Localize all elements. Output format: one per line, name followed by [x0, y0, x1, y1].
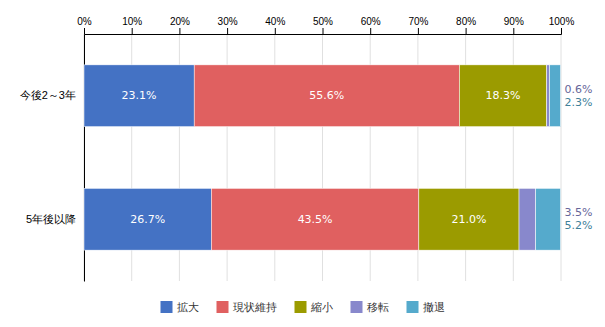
chart: 0% 10% 20% 30% 40% 50% 60% 70% 80% 90% 100% 今後2～3年 5… — [0, 0, 605, 327]
y-axis: 今後2～3年 5年後以降 — [20, 35, 85, 282]
grid — [84, 34, 561, 281]
bar — [84, 65, 194, 127]
legend-item: 撤退 — [407, 301, 445, 314]
x-tick: 40% — [265, 16, 285, 34]
bar — [536, 188, 561, 250]
y-tick-label: 5年後以降 — [26, 213, 76, 225]
data-label: 26.7% — [130, 213, 165, 226]
y-tick: 5年後以降 — [26, 213, 84, 225]
x-tick: 90% — [504, 16, 524, 34]
bar — [519, 188, 536, 250]
y-tick: 今後2～3年 — [20, 89, 84, 101]
legend-item: 縮小 — [295, 301, 333, 314]
data-label: 18.3% — [486, 89, 521, 102]
series — [419, 65, 547, 250]
series — [84, 65, 211, 250]
x-tick-mark — [227, 28, 228, 34]
legend-swatch — [217, 301, 229, 313]
x-tick-label: 80% — [456, 16, 476, 27]
bars — [84, 65, 561, 250]
bar — [459, 65, 546, 127]
x-tick-mark — [84, 28, 85, 34]
legend-swatch — [351, 301, 363, 313]
x-tick: 80% — [456, 16, 476, 34]
legend-swatch — [295, 301, 307, 313]
data-label: 0.6% — [565, 83, 593, 96]
x-tick: 30% — [218, 16, 238, 34]
x-tick-mark — [323, 28, 324, 34]
legend-item: 移転 — [351, 301, 389, 314]
legend: 拡大 現状維持 縮小 移転 撤退 — [161, 301, 445, 314]
data-label: 55.6% — [309, 89, 344, 102]
data-label: 43.5% — [298, 213, 333, 226]
x-tick-label: 10% — [122, 16, 142, 27]
x-tick: 10% — [122, 16, 142, 34]
legend-item: 現状維持 — [217, 301, 277, 314]
bar — [550, 65, 561, 127]
x-tick-mark — [418, 28, 419, 34]
x-tick: 0% — [77, 16, 92, 34]
x-tick-label: 0% — [77, 16, 92, 27]
bar — [419, 188, 519, 250]
plot: 0% 10% 20% 30% 40% 50% 60% 70% 80% 90% 100% 今後2～3年 5… — [20, 16, 593, 282]
x-tick-mark — [132, 28, 133, 34]
bar — [194, 65, 459, 127]
legend-label: 撤退 — [423, 301, 445, 314]
bar — [84, 188, 211, 250]
x-tick-label: 30% — [218, 16, 238, 27]
x-tick-label: 70% — [408, 16, 428, 27]
bar — [547, 65, 550, 127]
x-tick-label: 50% — [313, 16, 333, 27]
x-tick: 100% — [549, 16, 575, 34]
data-label: 5.2% — [565, 219, 593, 232]
x-tick-label: 20% — [170, 16, 190, 27]
x-tick: 50% — [313, 16, 333, 34]
y-tick-label: 今後2～3年 — [20, 89, 76, 101]
legend-swatch — [407, 301, 419, 313]
data-label: 23.1% — [122, 89, 157, 102]
legend-swatch — [161, 301, 173, 313]
x-tick-label: 100% — [549, 16, 575, 27]
data-label: 2.3% — [565, 96, 593, 109]
legend-item: 拡大 — [161, 301, 199, 314]
x-tick-mark — [370, 28, 371, 34]
x-axis: 0% 10% 20% 30% 40% 50% 60% 70% 80% 90% 100% — [77, 16, 574, 35]
x-tick-mark — [466, 28, 467, 34]
legend-label: 拡大 — [177, 301, 199, 314]
data-labels: 23.1% 26.7% 55.6% 43.5% 18.3% 21.0% 0.6%2.3% 3.… — [122, 83, 593, 233]
legend-label: 移転 — [367, 301, 389, 314]
x-tick: 20% — [170, 16, 190, 34]
x-tick-label: 40% — [265, 16, 285, 27]
x-tick: 60% — [361, 16, 381, 34]
x-tick-label: 60% — [361, 16, 381, 27]
x-tick-label: 90% — [504, 16, 524, 27]
x-tick: 70% — [408, 16, 428, 34]
data-label: 21.0% — [451, 213, 486, 226]
legend-label: 現状維持 — [233, 301, 277, 314]
data-label: 3.5% — [565, 206, 593, 219]
x-tick-mark — [179, 28, 180, 34]
x-tick-mark — [513, 28, 514, 34]
x-tick-mark — [561, 28, 562, 34]
x-tick-mark — [275, 28, 276, 34]
series — [536, 65, 561, 250]
legend-label: 縮小 — [310, 301, 333, 314]
axis-domain — [85, 28, 562, 35]
bar — [211, 188, 418, 250]
